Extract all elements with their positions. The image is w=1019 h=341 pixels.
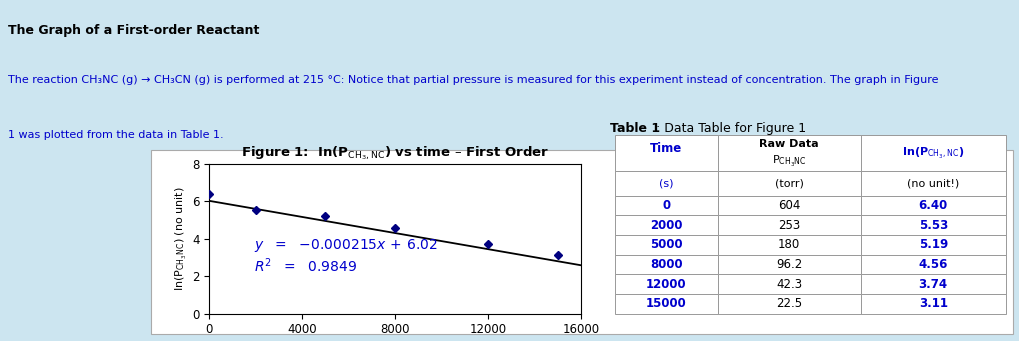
Bar	[860, 216, 1005, 235]
Bar	[614, 196, 717, 216]
Bar	[614, 275, 717, 294]
Text: 6.40: 6.40	[918, 199, 947, 212]
Bar	[717, 135, 860, 171]
Text: $R^2$  $\mathit{=}$  $\mathit{0.9849}$: $R^2$ $\mathit{=}$ $\mathit{0.9849}$	[254, 256, 357, 275]
Text: 604: 604	[777, 199, 800, 212]
Text: (s): (s)	[658, 178, 673, 189]
Text: 5000: 5000	[649, 238, 682, 251]
Bar	[717, 171, 860, 196]
Bar	[614, 135, 717, 171]
Text: 253: 253	[777, 219, 800, 232]
Bar	[614, 255, 717, 275]
Text: Time: Time	[649, 142, 682, 155]
Text: 22.5: 22.5	[775, 297, 802, 310]
Text: 5.19: 5.19	[918, 238, 947, 251]
Bar	[717, 294, 860, 314]
Text: 12000: 12000	[645, 278, 686, 291]
Text: P$_{\mathrm{CH_3NC}}$: P$_{\mathrm{CH_3NC}}$	[771, 153, 806, 168]
Text: 3.74: 3.74	[918, 278, 947, 291]
Text: The reaction CH₃NC (g) → CH₃CN (g) is performed at 215 °C: Notice that partial p: The reaction CH₃NC (g) → CH₃CN (g) is pe…	[8, 75, 937, 85]
Bar	[717, 235, 860, 255]
Text: 0: 0	[661, 199, 669, 212]
Bar	[614, 235, 717, 255]
Title: Figure 1:  In(P$_{\mathrm{CH_3,NC}}$) vs time – First Order: Figure 1: In(P$_{\mathrm{CH_3,NC}}$) vs …	[240, 145, 549, 162]
Text: The Graph of a First-order Reactant: The Graph of a First-order Reactant	[8, 24, 259, 37]
Text: 8000: 8000	[649, 258, 682, 271]
Bar	[717, 275, 860, 294]
Bar	[860, 255, 1005, 275]
Bar	[717, 255, 860, 275]
Text: 15000: 15000	[645, 297, 686, 310]
Text: (torr): (torr)	[774, 178, 803, 189]
Bar	[614, 294, 717, 314]
Bar	[860, 196, 1005, 216]
Text: (no unit!): (no unit!)	[906, 178, 959, 189]
Text: : Data Table for Figure 1: : Data Table for Figure 1	[655, 122, 805, 135]
Text: 180: 180	[777, 238, 800, 251]
Text: 5.53: 5.53	[918, 219, 947, 232]
Y-axis label: In(P$_{\mathrm{CH_3NC}}$) (no unit): In(P$_{\mathrm{CH_3NC}}$) (no unit)	[174, 186, 189, 291]
Bar	[717, 196, 860, 216]
Text: 2000: 2000	[649, 219, 682, 232]
Bar	[860, 135, 1005, 171]
Text: 3.11: 3.11	[918, 297, 947, 310]
Text: 96.2: 96.2	[775, 258, 802, 271]
Text: 42.3: 42.3	[775, 278, 802, 291]
Bar	[860, 171, 1005, 196]
Text: $\mathit{y}$  $\mathit{=}$  $\mathit{-0.000215x}$ $\mathit{+}$ $\mathit{6.02}$: $\mathit{y}$ $\mathit{=}$ $\mathit{-0.00…	[254, 237, 437, 254]
Text: In(P$_{\mathrm{CH_3,NC}}$): In(P$_{\mathrm{CH_3,NC}}$)	[901, 146, 963, 161]
Text: Table 1: Table 1	[609, 122, 659, 135]
Bar	[860, 235, 1005, 255]
Text: 1 was plotted from the data in Table 1.: 1 was plotted from the data in Table 1.	[8, 130, 223, 139]
Bar	[717, 216, 860, 235]
Text: Raw Data: Raw Data	[759, 139, 818, 149]
Text: 4.56: 4.56	[918, 258, 947, 271]
Bar	[614, 216, 717, 235]
Bar	[860, 275, 1005, 294]
Bar	[614, 171, 717, 196]
Bar	[860, 294, 1005, 314]
